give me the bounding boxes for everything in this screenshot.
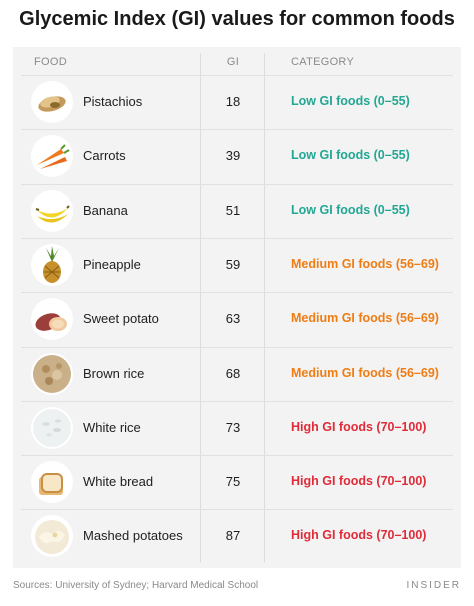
food-name: Carrots <box>83 148 126 164</box>
table-row: White rice 73 High GI foods (70–100) <box>13 400 461 455</box>
mashed-potatoes-icon <box>31 515 73 558</box>
gi-value: 75 <box>225 474 241 490</box>
gi-value: 18 <box>225 94 241 109</box>
row-divider <box>21 455 453 457</box>
table-row: Pistachios 18 Low GI foods (0–55) <box>13 75 461 129</box>
gi-category: High GI foods (70–100) <box>291 528 427 543</box>
gi-category: Medium GI foods (56–69) <box>291 311 439 326</box>
pistachios-icon <box>31 81 73 123</box>
column-header-category: CATEGORY <box>291 56 355 68</box>
food-name: Sweet potato <box>83 311 159 327</box>
gi-value: 59 <box>225 256 241 272</box>
row-divider <box>21 346 453 348</box>
sweet-potato-icon <box>31 298 73 341</box>
white-rice-icon <box>31 406 73 449</box>
gi-value: 87 <box>225 528 241 544</box>
table-row: Carrots 39 Low GI foods (0–55) <box>13 129 461 183</box>
gi-value: 63 <box>225 311 241 327</box>
gi-category: High GI foods (70–100) <box>291 474 427 489</box>
source-note: Sources: University of Sydney; Harvard M… <box>13 580 259 591</box>
table-row: Mashed potatoes 87 High GI foods (70–100) <box>13 509 461 563</box>
food-name: Brown rice <box>83 365 145 381</box>
row-divider <box>21 509 453 511</box>
food-name: Banana <box>83 202 128 218</box>
table-row: Sweet potato 63 Medium GI foods (56–69) <box>13 292 461 346</box>
food-name: White rice <box>83 419 141 435</box>
row-divider <box>21 400 453 402</box>
gi-category: High GI foods (70–100) <box>291 419 427 434</box>
gi-category: Low GI foods (0–55) <box>291 202 410 217</box>
gi-category: Low GI foods (0–55) <box>291 148 410 163</box>
gi-value: 39 <box>225 148 241 164</box>
food-name: Pineapple <box>83 256 141 272</box>
row-divider <box>21 183 453 185</box>
brand-logo: INSIDER <box>406 580 461 591</box>
gi-category: Medium GI foods (56–69) <box>291 256 439 271</box>
gi-value: 51 <box>225 202 241 218</box>
table-row: Banana 51 Low GI foods (0–55) <box>13 183 461 238</box>
food-name: Pistachios <box>83 94 143 109</box>
table-header: FOOD GI CATEGORY <box>13 47 461 75</box>
page-title: Glycemic Index (GI) values for common fo… <box>19 8 455 30</box>
table-row: Pineapple 59 Medium GI foods (56–69) <box>13 237 461 292</box>
column-divider-gi <box>264 53 265 562</box>
row-divider <box>21 129 453 131</box>
food-name: White bread <box>83 474 154 490</box>
gi-value: 68 <box>225 365 241 381</box>
pineapple-icon <box>31 243 73 286</box>
brown-rice-icon <box>31 352 73 395</box>
carrots-icon <box>31 135 73 178</box>
gi-value: 73 <box>225 419 241 435</box>
row-divider <box>21 75 453 76</box>
food-name: Mashed potatoes <box>83 528 183 544</box>
row-divider <box>21 292 453 294</box>
gi-category: Medium GI foods (56–69) <box>291 365 439 380</box>
banana-icon <box>31 189 73 232</box>
table-row: White bread 75 High GI foods (70–100) <box>13 455 461 509</box>
white-bread-icon <box>31 461 73 504</box>
column-divider-food <box>200 53 201 562</box>
gi-category: Low GI foods (0–55) <box>291 94 410 108</box>
row-divider <box>21 237 453 239</box>
table-row: Brown rice 68 Medium GI foods (56–69) <box>13 346 461 401</box>
column-header-gi: GI <box>226 56 240 68</box>
gi-table: FOOD GI CATEGORY Pistachios 18 Low GI food… <box>13 47 461 568</box>
column-header-food: FOOD <box>34 56 67 68</box>
